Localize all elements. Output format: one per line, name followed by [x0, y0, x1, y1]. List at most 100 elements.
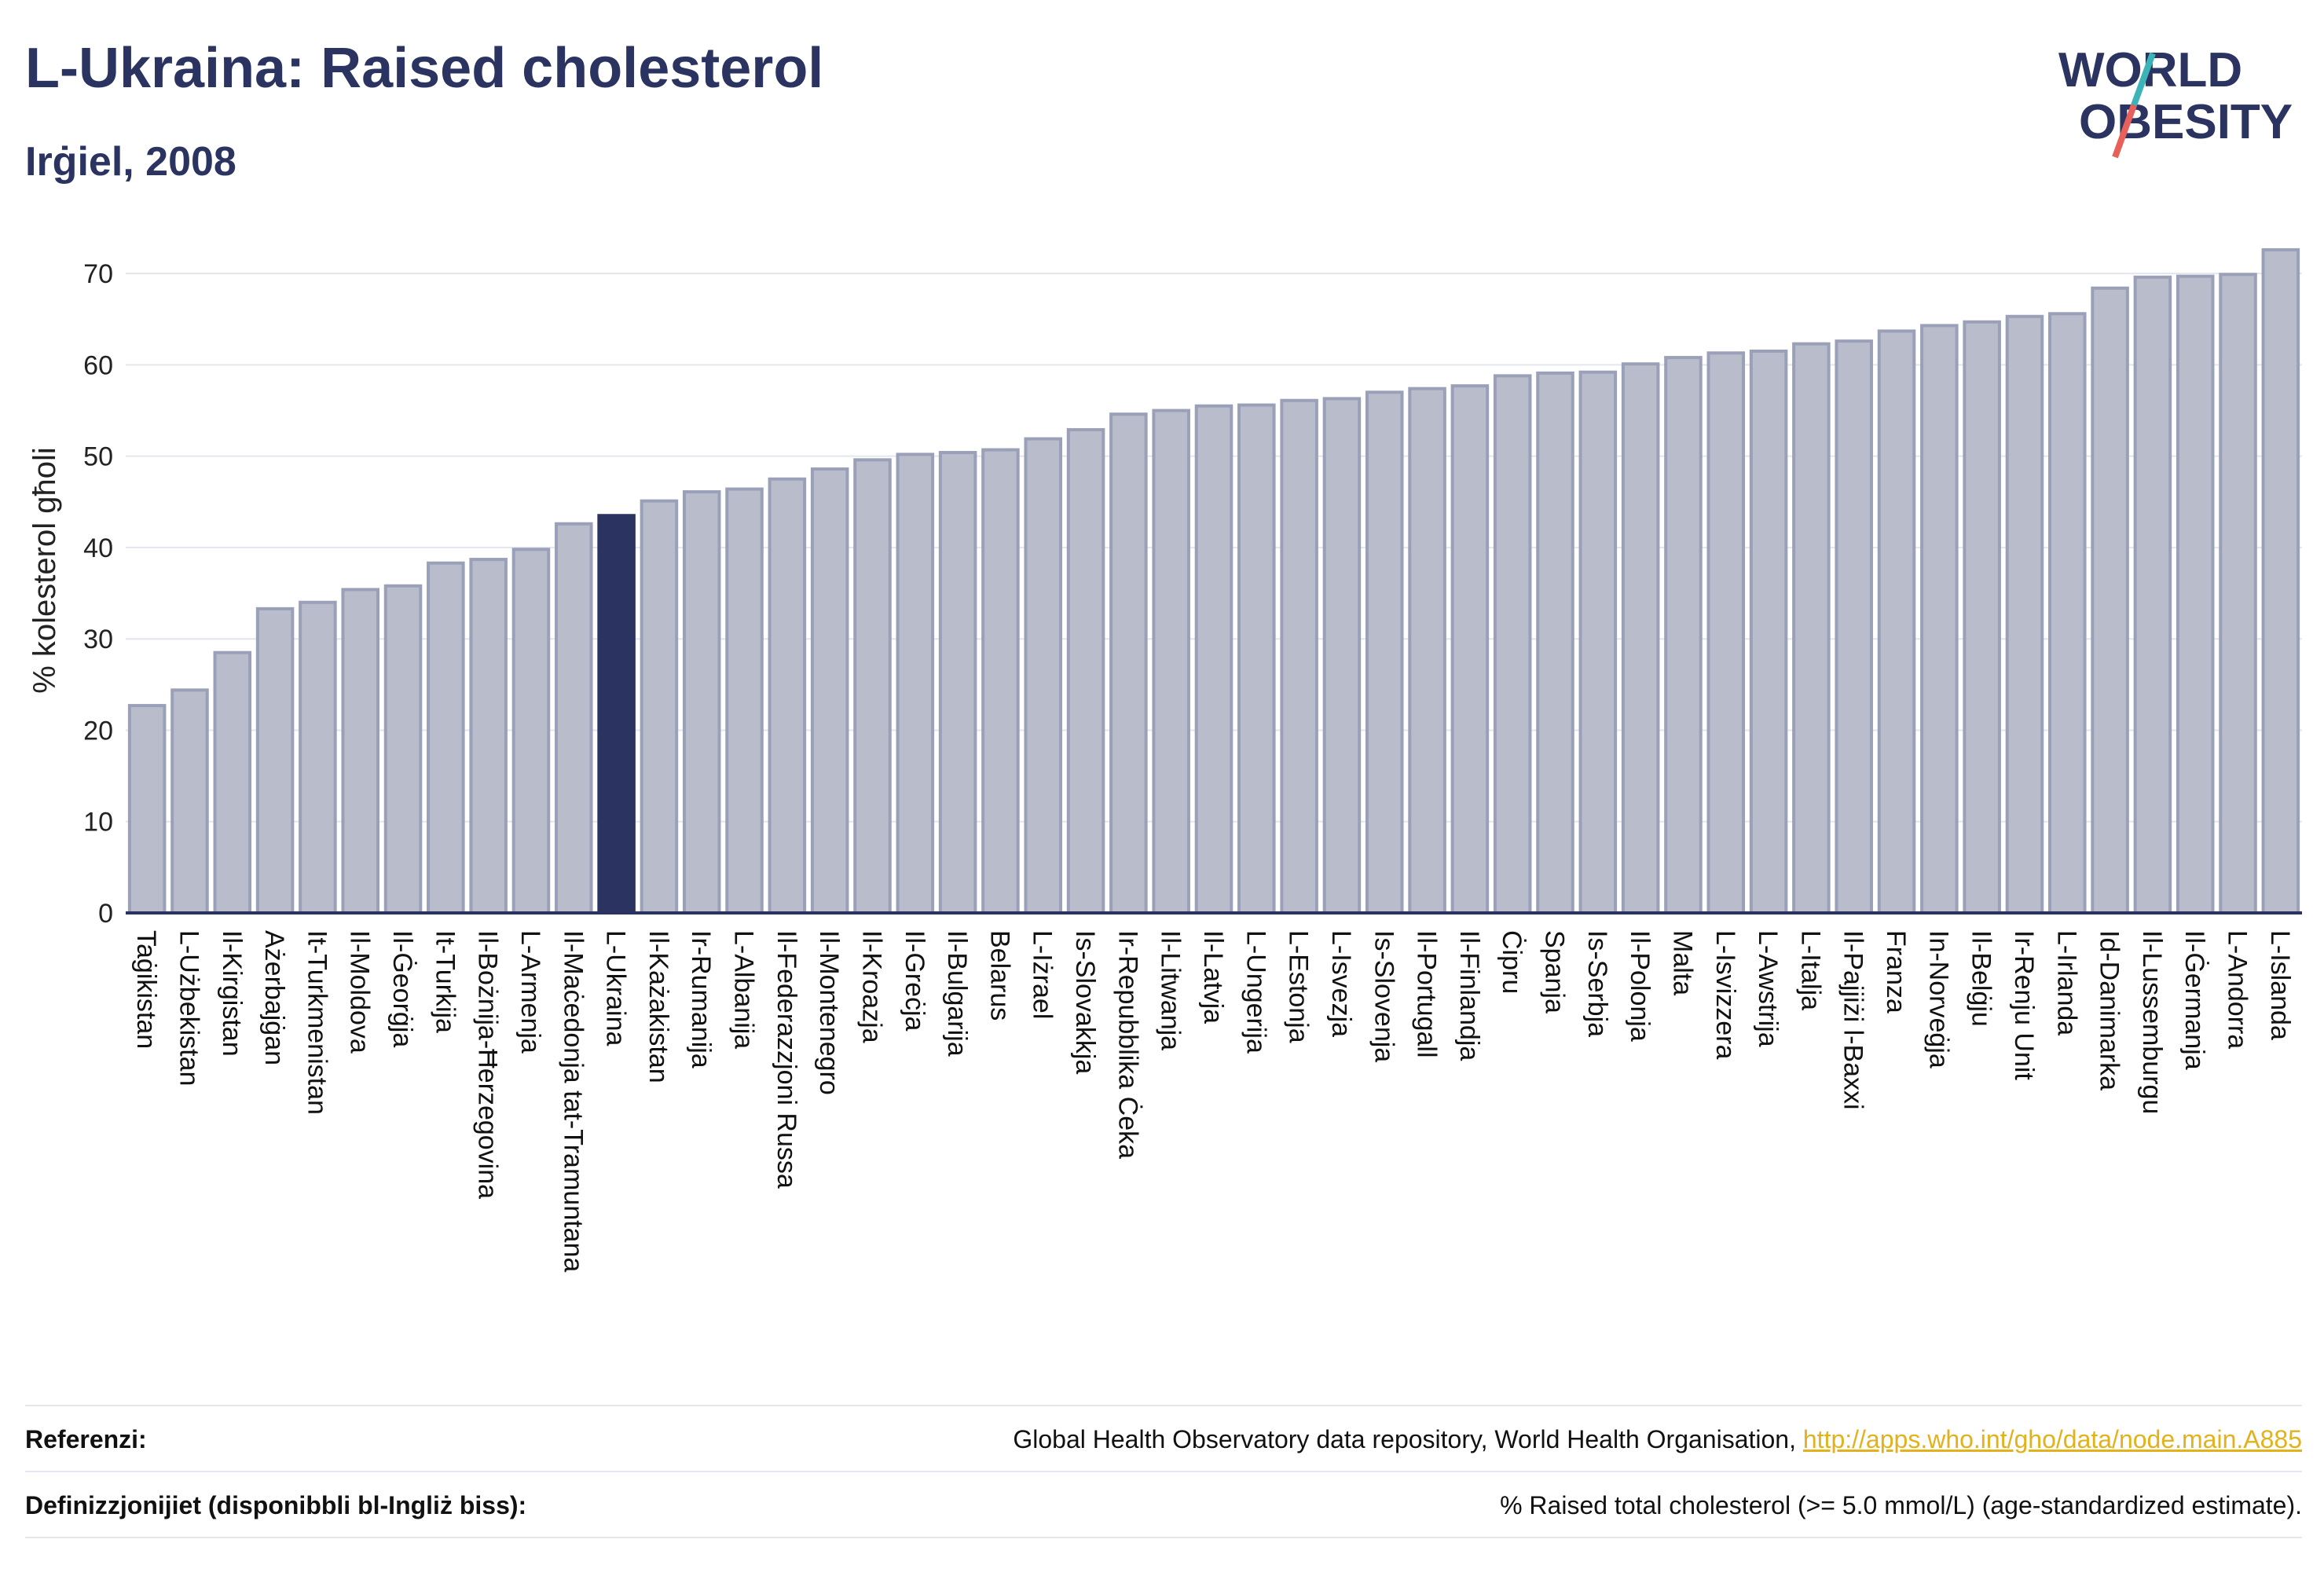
x-tick-label: Ażerbajġan — [259, 930, 289, 1065]
bar — [1749, 349, 1788, 914]
bar — [127, 704, 167, 914]
x-tick-label: Il-Bożnija-Ħerzegovina — [473, 930, 503, 1199]
x-tick-label: Il-Portugall — [1412, 930, 1442, 1058]
y-tick-label: 40 — [83, 533, 113, 563]
bar — [1408, 387, 1446, 914]
bar — [170, 688, 209, 914]
x-tick-label: L-Isvizzera — [1710, 930, 1740, 1059]
bar — [1706, 351, 1746, 914]
x-tick-label: Il-Montenegro — [814, 930, 844, 1095]
bar — [2091, 286, 2129, 914]
x-tick-label: It-Turkija — [430, 930, 460, 1033]
page-title: L-Ukraina: Raised cholesterol — [25, 37, 824, 100]
page-subtitle: Irġiel, 2008 — [25, 139, 236, 185]
x-tick-label: L-Iżrael — [1028, 930, 1058, 1019]
bar — [896, 453, 935, 914]
bar — [768, 477, 807, 914]
bar — [213, 651, 252, 914]
bar — [383, 584, 423, 914]
x-tick-label: L-Ungerija — [1241, 930, 1270, 1054]
references-value: Global Health Observatory data repositor… — [1013, 1425, 2302, 1454]
bar — [255, 607, 295, 914]
references-link[interactable]: http://apps.who.int/gho/data/node.main.A… — [1802, 1424, 2302, 1453]
x-tick-label: Belarus — [984, 930, 1014, 1021]
x-tick-label: Il-Polonja — [1625, 930, 1655, 1042]
x-tick-label: Il-Federazzjoni Russa — [772, 930, 801, 1189]
references-label: Referenzi: — [25, 1424, 147, 1453]
x-tick-label: Id-Danimarka — [2095, 930, 2124, 1090]
x-tick-label: Il-Latvja — [1198, 930, 1228, 1024]
bar — [1920, 324, 1959, 914]
bar — [938, 451, 977, 914]
x-tick-label: Il-Kroazja — [856, 930, 886, 1043]
x-tick-label: Is-Serbja — [1582, 930, 1612, 1037]
footer-divider-top — [25, 1405, 2302, 1406]
bar — [2048, 312, 2087, 915]
definitions-row: Definizzjonijiet (disponibbli bl-Ingliż … — [25, 1474, 2302, 1537]
definitions-text: % Raised total cholesterol (>= 5.0 mmol/… — [1500, 1490, 2302, 1519]
x-tick-label: Franza — [1881, 930, 1911, 1013]
bar-highlight — [597, 514, 636, 914]
bar — [1322, 397, 1362, 915]
bar — [299, 600, 337, 915]
bar — [1450, 384, 1490, 914]
y-tick-label: 30 — [83, 625, 113, 654]
bar — [1578, 370, 1618, 914]
y-tick-label: 10 — [83, 808, 113, 837]
definitions-label: Definizzjonijiet (disponibbli bl-Ingliż … — [25, 1490, 527, 1519]
x-tick-label: Il-Moldova — [345, 930, 375, 1054]
x-tick-label: L-Użbekistan — [174, 930, 203, 1086]
x-tick-label: L-Irlanda — [2051, 930, 2081, 1035]
x-tick-label: Il-Litwanja — [1156, 930, 1186, 1050]
bar — [1024, 437, 1063, 914]
bar — [1194, 404, 1233, 914]
bar — [469, 558, 508, 914]
bar — [1877, 329, 1916, 914]
x-tick-label: It-Turkmenistan — [302, 930, 332, 1115]
logo-slash-teal — [2131, 52, 2156, 107]
x-tick-label: Il-Finlandja — [1454, 930, 1484, 1061]
y-tick-label: 50 — [83, 442, 113, 472]
x-tick-label: Malta — [1667, 930, 1697, 995]
logo-word-obesity: OBESITY — [2079, 95, 2293, 149]
x-tick-label: Spanja — [1540, 930, 1570, 1013]
references-text: Global Health Observatory data repositor… — [1013, 1424, 1803, 1453]
bar — [810, 467, 849, 914]
bar — [1280, 398, 1318, 914]
x-tick-label: Il-Belġju — [1967, 930, 1996, 1027]
logo-word-world: WORLD — [2058, 43, 2242, 97]
world-obesity-logo: WORLD OBESITY — [2058, 43, 2293, 159]
x-tick-label: Ir-Repubblika Ċeka — [1113, 930, 1142, 1159]
x-tick-label: In-Norveġja — [1923, 930, 1953, 1068]
x-tick-label: Il-Ġermanja — [2179, 930, 2209, 1070]
x-tick-label: Il-Każakistan — [643, 930, 673, 1083]
x-tick-label: L-Albanija — [729, 930, 759, 1049]
logo-slash-red — [2112, 104, 2137, 159]
bar-chart: 0 10 20 30 40 50 60 70 % kolesterol għoli Taġikis… — [27, 247, 2302, 1272]
y-tick-label: 20 — [83, 716, 113, 746]
x-tick-label: Is-Slovenja — [1369, 930, 1398, 1062]
x-tick-label: Il-Pajjiżi l-Baxxi — [1838, 930, 1868, 1110]
x-tick-label: Taġikistan — [131, 930, 161, 1049]
y-tick-label: 60 — [83, 350, 113, 380]
x-tick-label: Il-Lussemburgu — [2137, 930, 2167, 1114]
bar — [1621, 362, 1660, 915]
x-tick-label: L-Awstrija — [1753, 930, 1783, 1047]
bar — [2176, 274, 2215, 914]
bar — [555, 522, 593, 914]
y-tick-label: 0 — [98, 899, 113, 929]
footer-divider-middle — [25, 1471, 2302, 1472]
x-tick-label: L-Islanda — [2265, 930, 2295, 1040]
bar — [2005, 314, 2044, 914]
x-tick-label: L-Estonja — [1284, 930, 1314, 1043]
bar — [1109, 412, 1148, 914]
bar — [853, 458, 892, 914]
x-tick-label: Il-Kirgistan — [217, 930, 247, 1057]
bar — [2219, 273, 2257, 914]
bar — [640, 499, 679, 914]
x-tick-label: Ċipru — [1497, 930, 1527, 994]
x-tick-label: L-Ukraina — [601, 930, 631, 1046]
bar — [1792, 342, 1831, 914]
x-tick-label: Ir-Rumanija — [686, 930, 716, 1068]
bar — [1536, 371, 1574, 914]
